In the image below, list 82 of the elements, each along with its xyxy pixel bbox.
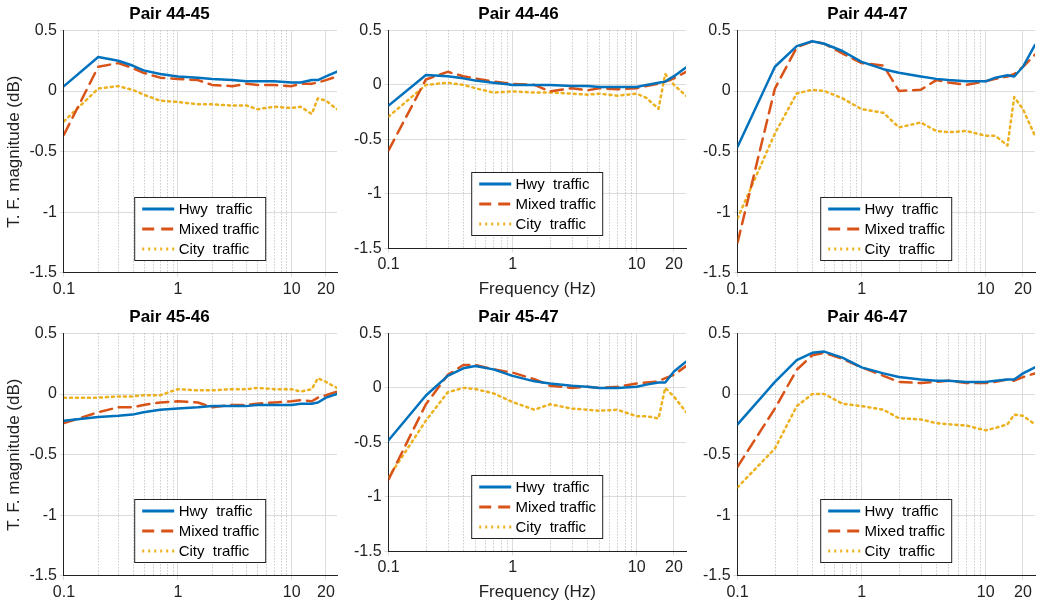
y-tick-label: -0.5 (29, 142, 58, 160)
legend-label: Mixed traffic (864, 521, 946, 542)
x-tick-label: 1 (508, 557, 518, 575)
legend-label: Mixed traffic (178, 521, 260, 542)
x-tick-label: 0.1 (726, 279, 749, 297)
y-tick-label: 0 (372, 377, 382, 395)
x-tick-label: 0.1 (52, 279, 76, 297)
y-tick-label: -1 (716, 505, 731, 523)
y-tick-label: -1.5 (29, 565, 58, 583)
y-tick-label: 0.5 (359, 20, 382, 38)
chart-title: Pair 44-46 (478, 3, 559, 23)
y-tick-label: 0 (372, 75, 382, 93)
legend-label: City traffic (864, 238, 936, 259)
x-tick-label: 20 (665, 557, 683, 575)
x-tick-label: 0.1 (377, 255, 400, 273)
y-tick-label: -1 (367, 486, 382, 504)
y-tick-label: -1 (42, 505, 58, 523)
y-tick-label: -1 (716, 202, 731, 220)
x-tick-label: 0.1 (726, 582, 749, 600)
legend-label: City traffic (178, 238, 250, 259)
y-tick-label: 0.5 (34, 323, 58, 341)
y-tick-label: 0.5 (359, 323, 382, 341)
x-tick-label: 20 (1014, 582, 1032, 600)
legend-label: Mixed traffic (178, 218, 260, 239)
y-tick-label: 0 (721, 81, 731, 99)
legend-label: City traffic (515, 516, 587, 537)
y-tick-label: -0.5 (702, 444, 731, 462)
legend-label: Hwy traffic (515, 174, 590, 195)
chart-title: Pair 45-47 (478, 306, 559, 326)
y-axis-title: T. F. magnitude (dB) (3, 75, 23, 228)
x-axis-title: Frequency (Hz) (478, 581, 596, 601)
chart-title: Pair 45-46 (129, 306, 210, 326)
x-tick-label: 20 (317, 279, 335, 297)
x-tick-label: 10 (976, 279, 995, 297)
y-tick-label: 0 (48, 383, 58, 401)
x-tick-label: 10 (282, 582, 301, 600)
y-tick-label: 0 (48, 81, 58, 99)
legend-label: Hwy traffic (178, 501, 253, 522)
x-axis-title: Frequency (Hz) (478, 279, 596, 299)
y-tick-label: -0.5 (702, 142, 731, 160)
y-tick-label: -1 (42, 202, 58, 220)
y-tick-label: -1 (367, 184, 382, 202)
legend-label: Hwy traffic (515, 476, 590, 497)
x-tick-label: 10 (976, 582, 995, 600)
x-tick-label: 10 (282, 279, 301, 297)
chart-title: Pair 44-45 (129, 3, 210, 23)
y-tick-label: -1.5 (702, 263, 731, 281)
y-tick-label: -1.5 (353, 238, 382, 256)
legend-label: Mixed traffic (864, 218, 946, 239)
y-tick-label: 0.5 (708, 323, 731, 341)
legend-label: Mixed traffic (515, 194, 597, 215)
legend-label: City traffic (864, 541, 936, 562)
legend-label: City traffic (515, 214, 587, 235)
legend-label: Hwy traffic (178, 198, 253, 219)
x-tick-label: 20 (1014, 279, 1032, 297)
y-tick-label: 0 (721, 383, 731, 401)
chart-title: Pair 46-47 (827, 306, 908, 326)
x-tick-label: 1 (857, 582, 867, 600)
legend-label: Mixed traffic (515, 496, 597, 517)
x-tick-label: 0.1 (52, 582, 76, 600)
legend-label: City traffic (178, 541, 250, 562)
y-tick-label: -1.5 (29, 263, 58, 281)
x-tick-label: 1 (173, 279, 183, 297)
x-tick-label: 10 (627, 255, 646, 273)
y-tick-label: -1.5 (353, 541, 382, 559)
chart-title: Pair 44-47 (827, 3, 908, 23)
x-tick-label: 20 (665, 255, 683, 273)
y-axis-title: T. F. magnitude (dB) (3, 378, 23, 531)
legend-label: Hwy traffic (864, 501, 939, 522)
x-tick-label: 20 (317, 582, 335, 600)
legend-label: Hwy traffic (864, 198, 939, 219)
y-tick-label: 0.5 (34, 20, 58, 38)
y-tick-label: 0.5 (708, 20, 731, 38)
y-tick-label: -0.5 (353, 129, 382, 147)
x-tick-label: 0.1 (377, 557, 400, 575)
x-tick-label: 1 (173, 582, 183, 600)
x-tick-label: 10 (627, 557, 646, 575)
y-tick-label: -0.5 (353, 432, 382, 450)
x-tick-label: 1 (857, 279, 867, 297)
x-tick-label: 1 (508, 255, 518, 273)
y-tick-label: -0.5 (29, 444, 58, 462)
y-tick-label: -1.5 (702, 565, 731, 583)
